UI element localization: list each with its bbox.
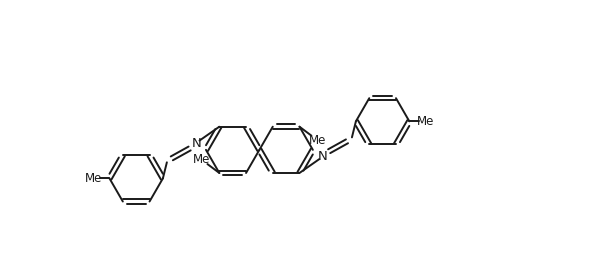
Text: Me: Me xyxy=(309,134,326,147)
Text: N: N xyxy=(318,150,327,163)
Text: N: N xyxy=(192,137,201,150)
Text: Me: Me xyxy=(417,115,434,128)
Text: Me: Me xyxy=(193,153,210,166)
Text: Me: Me xyxy=(85,172,103,185)
